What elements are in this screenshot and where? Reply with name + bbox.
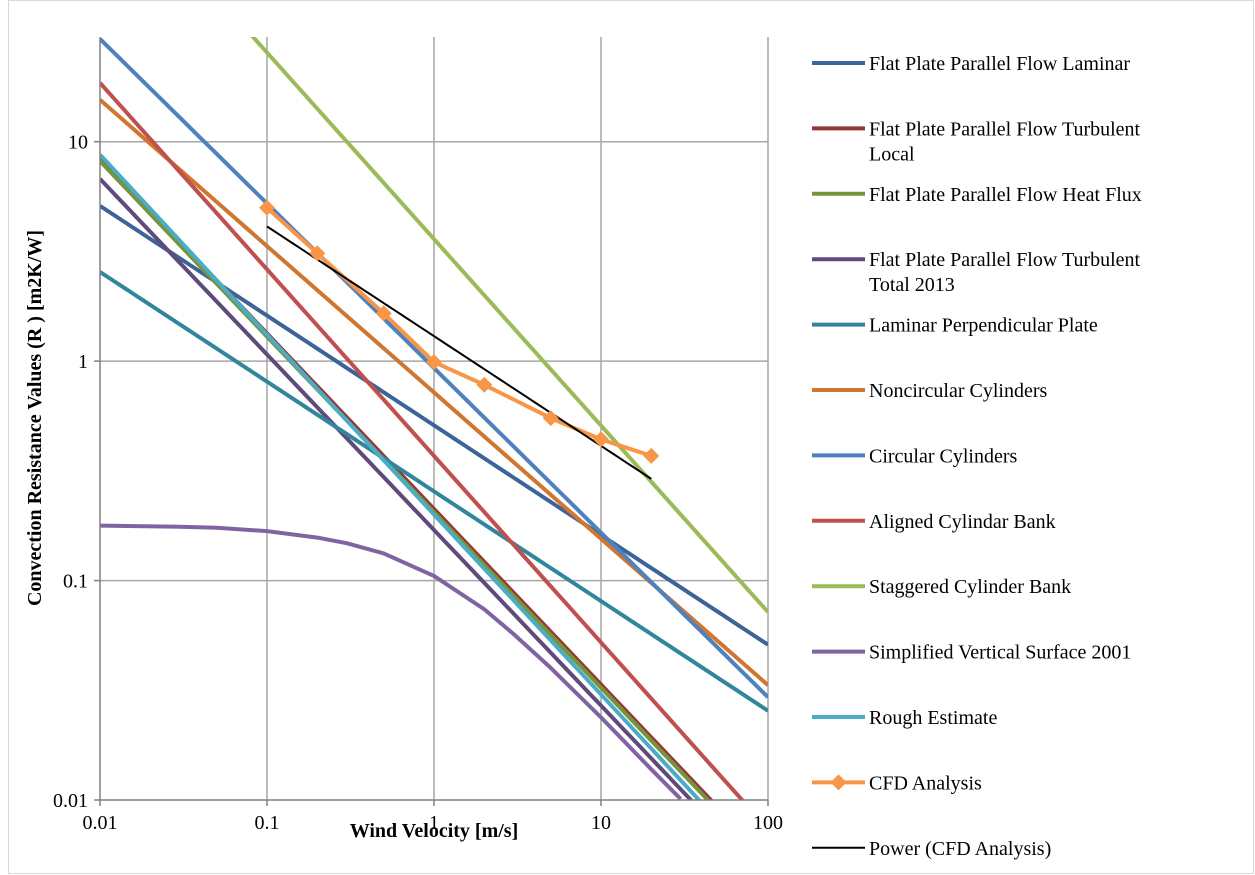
series-line-laminar-perpendicular-plate xyxy=(100,270,768,713)
data-point-cfd-analysis xyxy=(593,431,609,448)
series-line-staggered-cylinder-bank xyxy=(250,37,768,614)
legend-label: Flat Plate Parallel Flow Laminar xyxy=(869,53,1130,75)
legend-label: Staggered Cylinder Bank xyxy=(869,576,1071,598)
x-tick-label: 10 xyxy=(591,812,611,834)
x-tick-label: 100 xyxy=(753,812,783,834)
legend-item-noncircular-cylinders: Noncircular Cylinders xyxy=(812,380,1047,402)
data-point-cfd-analysis xyxy=(426,354,442,371)
legend-item-aligned-cylindar-bank: Aligned Cylindar Bank xyxy=(812,511,1056,533)
legend-item-flat-plate-parallel-flow-turbulent-local: Flat Plate Parallel Flow Turbulent Local xyxy=(812,118,1141,165)
series-line-flat-plate-parallel-flow-turbulent-total-2013 xyxy=(100,177,694,800)
axes: 0.01 0.1 1 10 100 0.01 0.1 1 10 xyxy=(53,37,783,834)
data-point-cfd-analysis xyxy=(476,376,493,393)
legend-item-simplified-vertical-surface-2001: Simplified Vertical Surface 2001 xyxy=(812,642,1131,664)
legend-marker xyxy=(830,774,847,791)
legend-item-flat-plate-parallel-flow-turbulent-total-2013: Flat Plate Parallel Flow Turbulent Total … xyxy=(812,249,1141,296)
legend-label: Flat Plate Parallel Flow Turbulent xyxy=(869,249,1141,271)
series-line-rough-estimate xyxy=(100,153,702,800)
series-line-aligned-cylindar-bank xyxy=(100,81,745,800)
legend-label: CFD Analysis xyxy=(869,772,982,794)
legend-item-cfd-analysis: CFD Analysis xyxy=(812,772,982,794)
data-point-cfd-analysis xyxy=(259,199,275,216)
legend: Flat Plate Parallel Flow Laminar Flat Pla… xyxy=(812,53,1142,860)
y-axis-title: Convection Resistance Values (R ) [m2K/W… xyxy=(24,230,46,606)
legend-label: Flat Plate Parallel Flow Turbulent xyxy=(869,118,1141,140)
legend-label: Laminar Perpendicular Plate xyxy=(869,315,1098,337)
series-line-cfd-analysis xyxy=(265,206,652,458)
legend-item-flat-plate-parallel-flow-heat-flux: Flat Plate Parallel Flow Heat Flux xyxy=(812,184,1142,206)
legend-item-power-cfd-analysis: Power (CFD Analysis) xyxy=(812,838,1051,860)
legend-item-staggered-cylinder-bank: Staggered Cylinder Bank xyxy=(812,576,1071,598)
y-tick-label: 0.1 xyxy=(63,571,88,593)
legend-item-flat-plate-parallel-flow-laminar: Flat Plate Parallel Flow Laminar xyxy=(812,53,1130,75)
legend-label: Flat Plate Parallel Flow Heat Flux xyxy=(869,184,1142,206)
data-point-cfd-analysis xyxy=(542,410,559,427)
data-point-cfd-analysis xyxy=(643,447,660,464)
x-tick-label: 1 xyxy=(429,812,439,834)
legend-label: Circular Cylinders xyxy=(869,445,1018,467)
legend-label: Local xyxy=(869,143,915,165)
legend-label: Simplified Vertical Surface 2001 xyxy=(869,642,1131,664)
legend-label: Total 2013 xyxy=(869,274,955,296)
y-tick-label: 10 xyxy=(68,132,88,154)
legend-item-laminar-perpendicular-plate: Laminar Perpendicular Plate xyxy=(812,315,1098,337)
y-tick-label: 1 xyxy=(78,351,88,373)
series-line-simplified-vertical-surface-2001 xyxy=(100,523,683,800)
legend-label: Aligned Cylindar Bank xyxy=(869,511,1056,533)
series-group xyxy=(100,37,768,800)
legend-item-rough-estimate: Rough Estimate xyxy=(812,707,997,729)
markers-group xyxy=(259,199,660,464)
x-tick-label: 0.01 xyxy=(83,812,118,834)
grid xyxy=(100,37,769,800)
x-tick-label: 0.1 xyxy=(255,812,280,834)
legend-label: Rough Estimate xyxy=(869,707,997,729)
legend-label: Noncircular Cylinders xyxy=(869,380,1047,402)
legend-item-circular-cylinders: Circular Cylinders xyxy=(812,445,1018,467)
data-point-cfd-analysis xyxy=(375,305,392,322)
y-tick-label: 0.01 xyxy=(53,790,88,812)
legend-label: Power (CFD Analysis) xyxy=(869,838,1051,860)
x-axis-title: Wind Velocity [m/s] xyxy=(350,820,519,842)
data-point-cfd-analysis xyxy=(309,245,326,262)
series-line-power-cfd-analysis xyxy=(266,225,652,480)
